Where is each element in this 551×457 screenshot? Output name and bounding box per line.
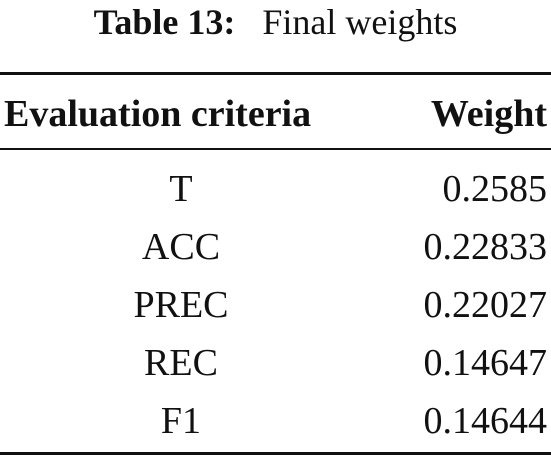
top-rule (0, 72, 551, 75)
table-row: F1 0.14644 (0, 392, 551, 450)
table-body: T 0.2585 ACC 0.22833 PREC 0.22027 REC 0.… (0, 160, 551, 450)
criterion-cell: T (169, 168, 193, 210)
header-weight: Weight (430, 93, 547, 135)
table-row: ACC 0.22833 (0, 218, 551, 276)
table-caption-text: Final weights (262, 2, 458, 42)
table-row: REC 0.14647 (0, 334, 551, 392)
weight-cell: 0.2585 (442, 168, 548, 210)
table-caption: Table 13: Final weights (0, 2, 551, 42)
weight-cell: 0.14644 (423, 400, 548, 442)
criterion-cell: REC (144, 342, 218, 384)
criterion-cell: F1 (160, 400, 202, 442)
table-caption-label: Table 13: (93, 2, 236, 42)
weight-cell: 0.14647 (423, 342, 548, 384)
bottom-rule (0, 452, 551, 455)
weight-cell: 0.22833 (423, 226, 548, 268)
criterion-cell: ACC (141, 226, 221, 268)
criterion-cell: PREC (133, 284, 229, 326)
table-row: PREC 0.22027 (0, 276, 551, 334)
table-row: T 0.2585 (0, 160, 551, 218)
header-rule (0, 148, 551, 150)
weight-cell: 0.22027 (423, 284, 548, 326)
header-evaluation-criteria: Evaluation criteria (4, 93, 312, 135)
